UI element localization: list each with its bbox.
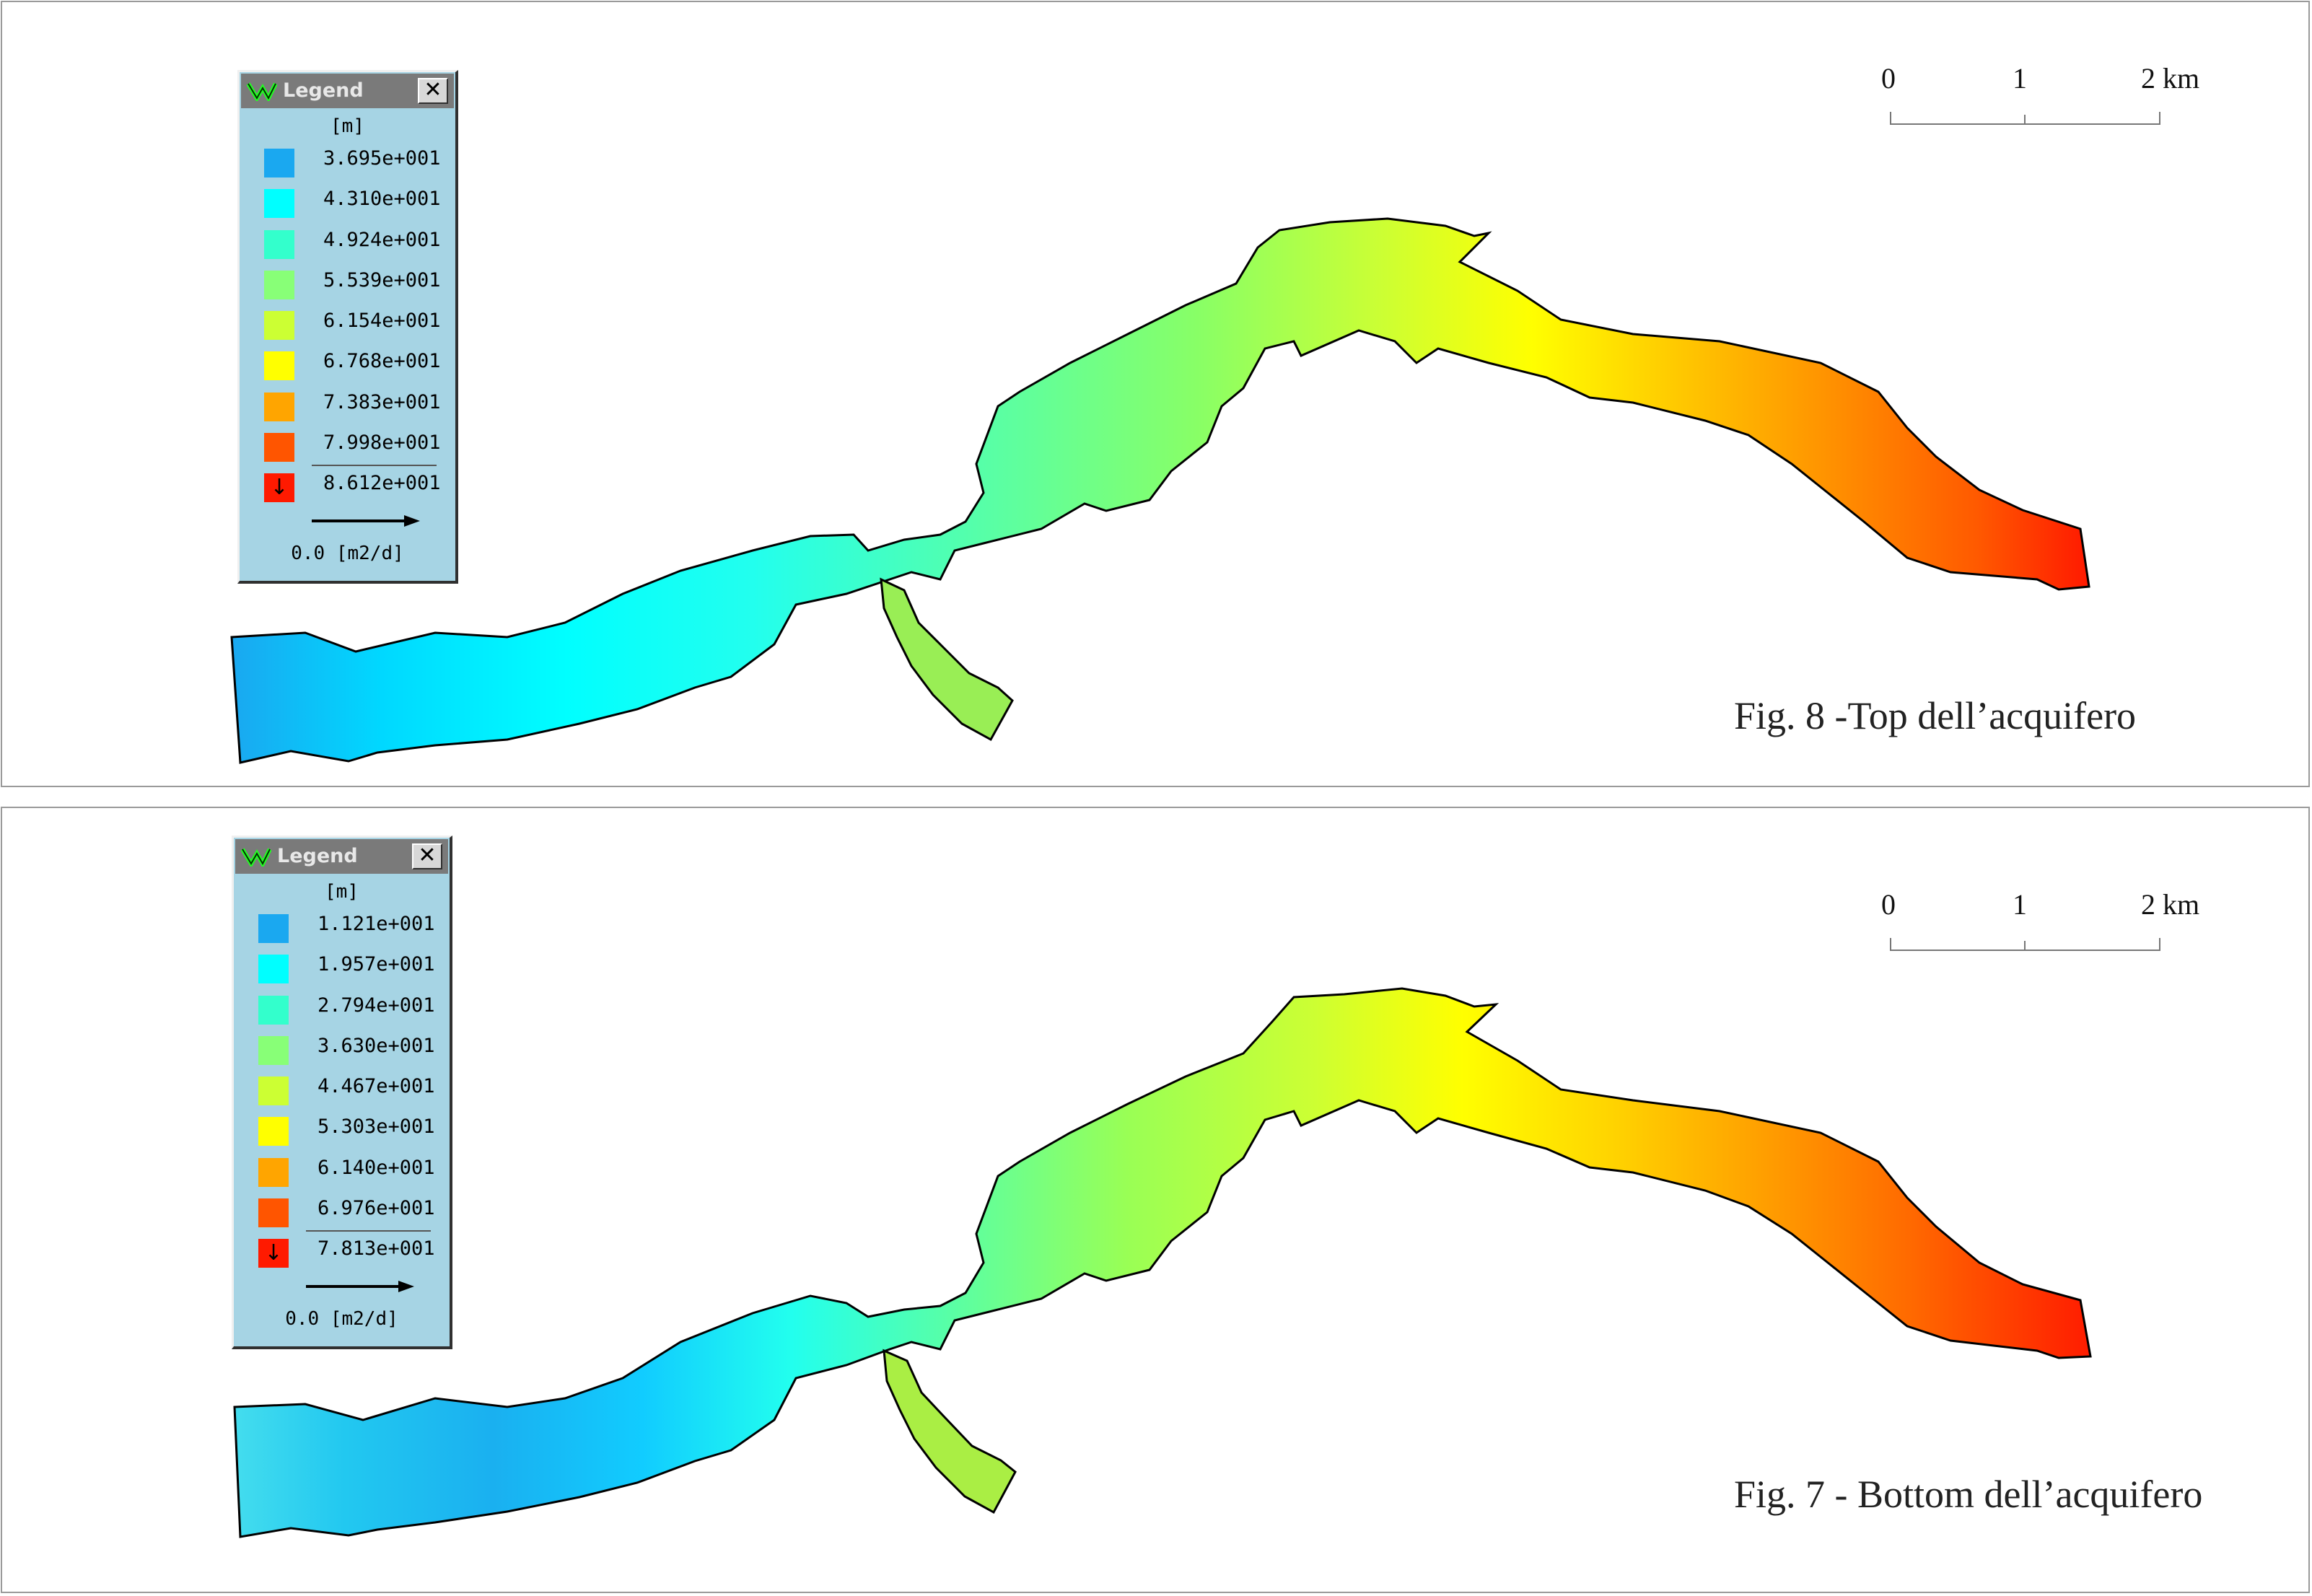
scale-bar-line	[1890, 112, 2160, 125]
bottom-map-panel: Legend ✕ [m] 1.121e+001 1.957e+001 2.794…	[1, 807, 2310, 1593]
legend-separator	[312, 465, 437, 467]
aquifer-tributary-branch	[880, 577, 1014, 742]
scale-bar: 0 1 2 km	[1871, 887, 2210, 974]
figure-caption: Fig. 8 -Top dell’acquifero	[1734, 694, 2137, 737]
legend-row: 3.695e+001	[240, 141, 455, 182]
legend-value: 2.794e+001	[318, 994, 435, 1017]
legend-value: 8.612e+001	[323, 472, 441, 495]
legend-title: Legend	[277, 845, 358, 867]
legend-unit: [m]	[325, 881, 359, 903]
legend-value: 7.998e+001	[323, 431, 441, 455]
legend-value: 3.695e+001	[323, 147, 441, 170]
legend-row: 5.539e+001	[240, 263, 455, 304]
top-map-panel: Legend ✕ [m] 3.695e+001 4.310e+001 4.924…	[1, 1, 2310, 787]
color-swatch	[258, 914, 289, 943]
scale-bar-line	[1890, 938, 2160, 951]
color-swatch	[258, 1077, 289, 1106]
aquifer-main-body	[233, 987, 2092, 1538]
legend-value: 4.467e+001	[318, 1075, 435, 1098]
color-swatch	[258, 1035, 289, 1065]
color-swatch	[264, 392, 294, 421]
flow-arrow-icon	[306, 1281, 414, 1292]
scale-tick-1: 1	[2013, 888, 2027, 921]
legend-row: 6.976e+001	[234, 1191, 450, 1232]
legend-row: 4.924e+001	[240, 223, 455, 263]
top-aquifer-map	[230, 217, 2090, 764]
flow-label: 0.0 [m2/d]	[285, 1308, 398, 1330]
legend-row: 6.768e+001	[240, 344, 455, 385]
down-arrow-icon: ↓	[264, 1240, 283, 1266]
scale-tick-2: 2 km	[2141, 62, 2200, 95]
color-swatch	[264, 189, 294, 219]
bottom-aquifer-map	[233, 987, 2092, 1538]
legend-separator	[306, 1230, 431, 1232]
color-swatch	[258, 1198, 289, 1228]
app-logo-icon	[241, 848, 271, 867]
legend-value: 5.303e+001	[318, 1115, 435, 1139]
legend-row: 4.310e+001	[240, 182, 455, 222]
color-swatch	[258, 995, 289, 1025]
color-swatch	[264, 351, 294, 381]
legend-titlebar[interactable]: Legend ✕	[241, 74, 454, 108]
legend-row: 7.998e+001	[240, 426, 455, 466]
scale-tick-0: 0	[1881, 62, 1896, 95]
figure-caption: Fig. 7 - Bottom dell’acquifero	[1734, 1473, 2203, 1516]
color-swatch	[258, 955, 289, 984]
legend-row: 4.467e+001	[234, 1069, 450, 1110]
legend-value: 7.383e+001	[323, 390, 441, 413]
aquifer-main-body	[230, 217, 2090, 764]
legend-value: 6.976e+001	[318, 1197, 435, 1220]
flow-label: 0.0 [m2/d]	[291, 543, 404, 564]
color-swatch: ↓	[258, 1239, 289, 1268]
legend-window[interactable]: Legend ✕ [m] 3.695e+001 4.310e+001 4.924…	[237, 70, 458, 584]
legend-value: 6.154e+001	[323, 310, 441, 333]
legend-row: 7.383e+001	[240, 385, 455, 426]
legend-unit: [m]	[330, 115, 364, 137]
scale-tick-2: 2 km	[2141, 888, 2200, 921]
legend-value: 1.121e+001	[318, 913, 435, 935]
close-icon[interactable]: ✕	[412, 843, 442, 869]
aquifer-tributary-branch	[883, 1349, 1017, 1514]
legend-row: ↓ 7.813e+001	[234, 1230, 450, 1272]
legend-title: Legend	[283, 79, 364, 102]
legend-window[interactable]: Legend ✕ [m] 1.121e+001 1.957e+001 2.794…	[232, 836, 452, 1349]
legend-row: 1.957e+001	[234, 947, 450, 988]
color-swatch	[264, 270, 294, 299]
legend-value: 1.957e+001	[318, 953, 435, 976]
legend-row: 6.154e+001	[240, 304, 455, 344]
legend-row: 2.794e+001	[234, 988, 450, 1029]
legend-value: 6.768e+001	[323, 350, 441, 373]
legend-row: 3.630e+001	[234, 1029, 450, 1069]
legend-value: 3.630e+001	[318, 1034, 435, 1057]
legend-value: 4.310e+001	[323, 188, 441, 211]
color-swatch	[258, 1157, 289, 1187]
legend-value: 4.924e+001	[323, 228, 441, 251]
color-swatch	[264, 433, 294, 462]
color-swatch	[264, 229, 294, 259]
scale-bar: 0 1 2 km	[1871, 61, 2210, 148]
scale-tick-1: 1	[2013, 62, 2027, 95]
color-swatch	[264, 149, 294, 177]
legend-row: ↓ 8.612e+001	[240, 465, 455, 507]
legend-value: 7.813e+001	[318, 1237, 435, 1260]
legend-titlebar[interactable]: Legend ✕	[235, 839, 448, 874]
scale-tick-0: 0	[1881, 888, 1896, 921]
legend-value: 6.140e+001	[318, 1156, 435, 1179]
app-logo-icon	[247, 82, 277, 101]
legend-row: 1.121e+001	[234, 907, 450, 947]
down-arrow-icon: ↓	[270, 475, 289, 501]
color-swatch	[258, 1117, 289, 1146]
color-swatch	[264, 311, 294, 341]
legend-row: 5.303e+001	[234, 1110, 450, 1150]
color-swatch: ↓	[264, 473, 294, 503]
legend-value: 5.539e+001	[323, 268, 441, 291]
flow-arrow-icon	[312, 515, 420, 527]
close-icon[interactable]: ✕	[418, 78, 448, 104]
legend-row: 6.140e+001	[234, 1151, 450, 1191]
